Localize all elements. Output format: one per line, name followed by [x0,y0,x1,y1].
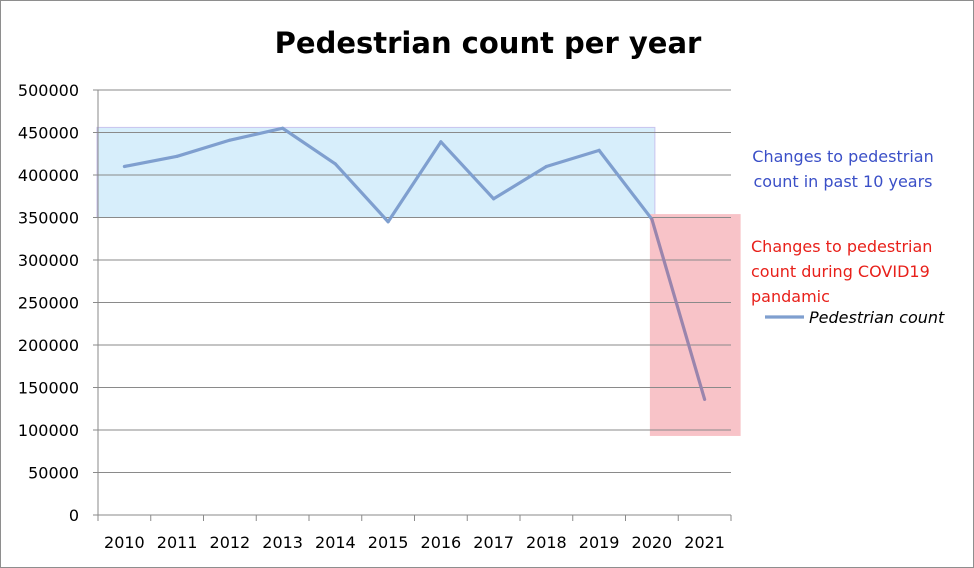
series-segment [544,148,601,169]
y-tick-label: 150000 [18,379,79,398]
chart-title: Pedestrian count per year [275,26,702,60]
x-tick-label: 2020 [632,533,673,552]
annotation-texts: Changes to pedestrian count in past 10 ye… [751,147,934,306]
y-tick-label: 500000 [18,81,79,100]
annotation-bands [96,126,741,436]
y-tick-labels: 0 50000 100000 150000 200000 250000 300000 3500… [18,81,79,525]
series-segment [439,140,496,201]
x-tick-label: 2019 [579,533,620,552]
band-covid [649,214,741,436]
x-tick-label: 2012 [210,533,251,552]
y-tick-label: 250000 [18,294,79,313]
series-segment [597,148,654,221]
x-tick-label: 2010 [104,533,145,552]
series-segment [175,138,232,158]
series-segment [333,162,390,224]
x-tick-label: 2017 [473,533,514,552]
annotation-text-covid: Changes to pedestrian [751,237,932,256]
x-tick-label: 2015 [368,533,409,552]
annotation-text-covid: pandamic [751,287,830,306]
legend-label: Pedestrian count [809,308,945,327]
x-tick-label: 2021 [684,533,725,552]
annotation-text-covid: count during COVID19 [751,262,930,281]
y-tick-label: 50000 [28,464,79,483]
y-tick-label: 0 [69,506,79,525]
series-segment [386,140,443,224]
axes [93,89,732,521]
x-tick-label: 2018 [526,533,567,552]
x-tick-label: 2013 [262,533,303,552]
gridlines [98,89,731,473]
y-tick-label: 350000 [18,209,79,228]
annotation-text-past: count in past 10 years [753,172,932,191]
series-segment [228,126,285,142]
x-tick-label: 2011 [157,533,198,552]
x-tick-label: 2014 [315,533,356,552]
y-tick-label: 200000 [18,336,79,355]
y-tick-label: 400000 [18,166,79,185]
annotation-text-past: Changes to pedestrian [752,147,933,166]
series-segment [492,164,548,201]
series-segment [281,126,337,166]
series-layer [122,126,707,401]
y-tick-label: 100000 [18,421,79,440]
x-tick-label: 2016 [421,533,462,552]
series-segment [122,154,179,169]
y-tick-label: 300000 [18,251,79,270]
band-past [96,126,656,218]
series-segment [650,217,707,401]
legend: Pedestrian count [765,308,945,327]
y-tick-label: 450000 [18,124,79,143]
x-tick-labels: 2010 2011 2012 2013 2014 2015 2016 2017 2018 2019… [104,533,725,552]
